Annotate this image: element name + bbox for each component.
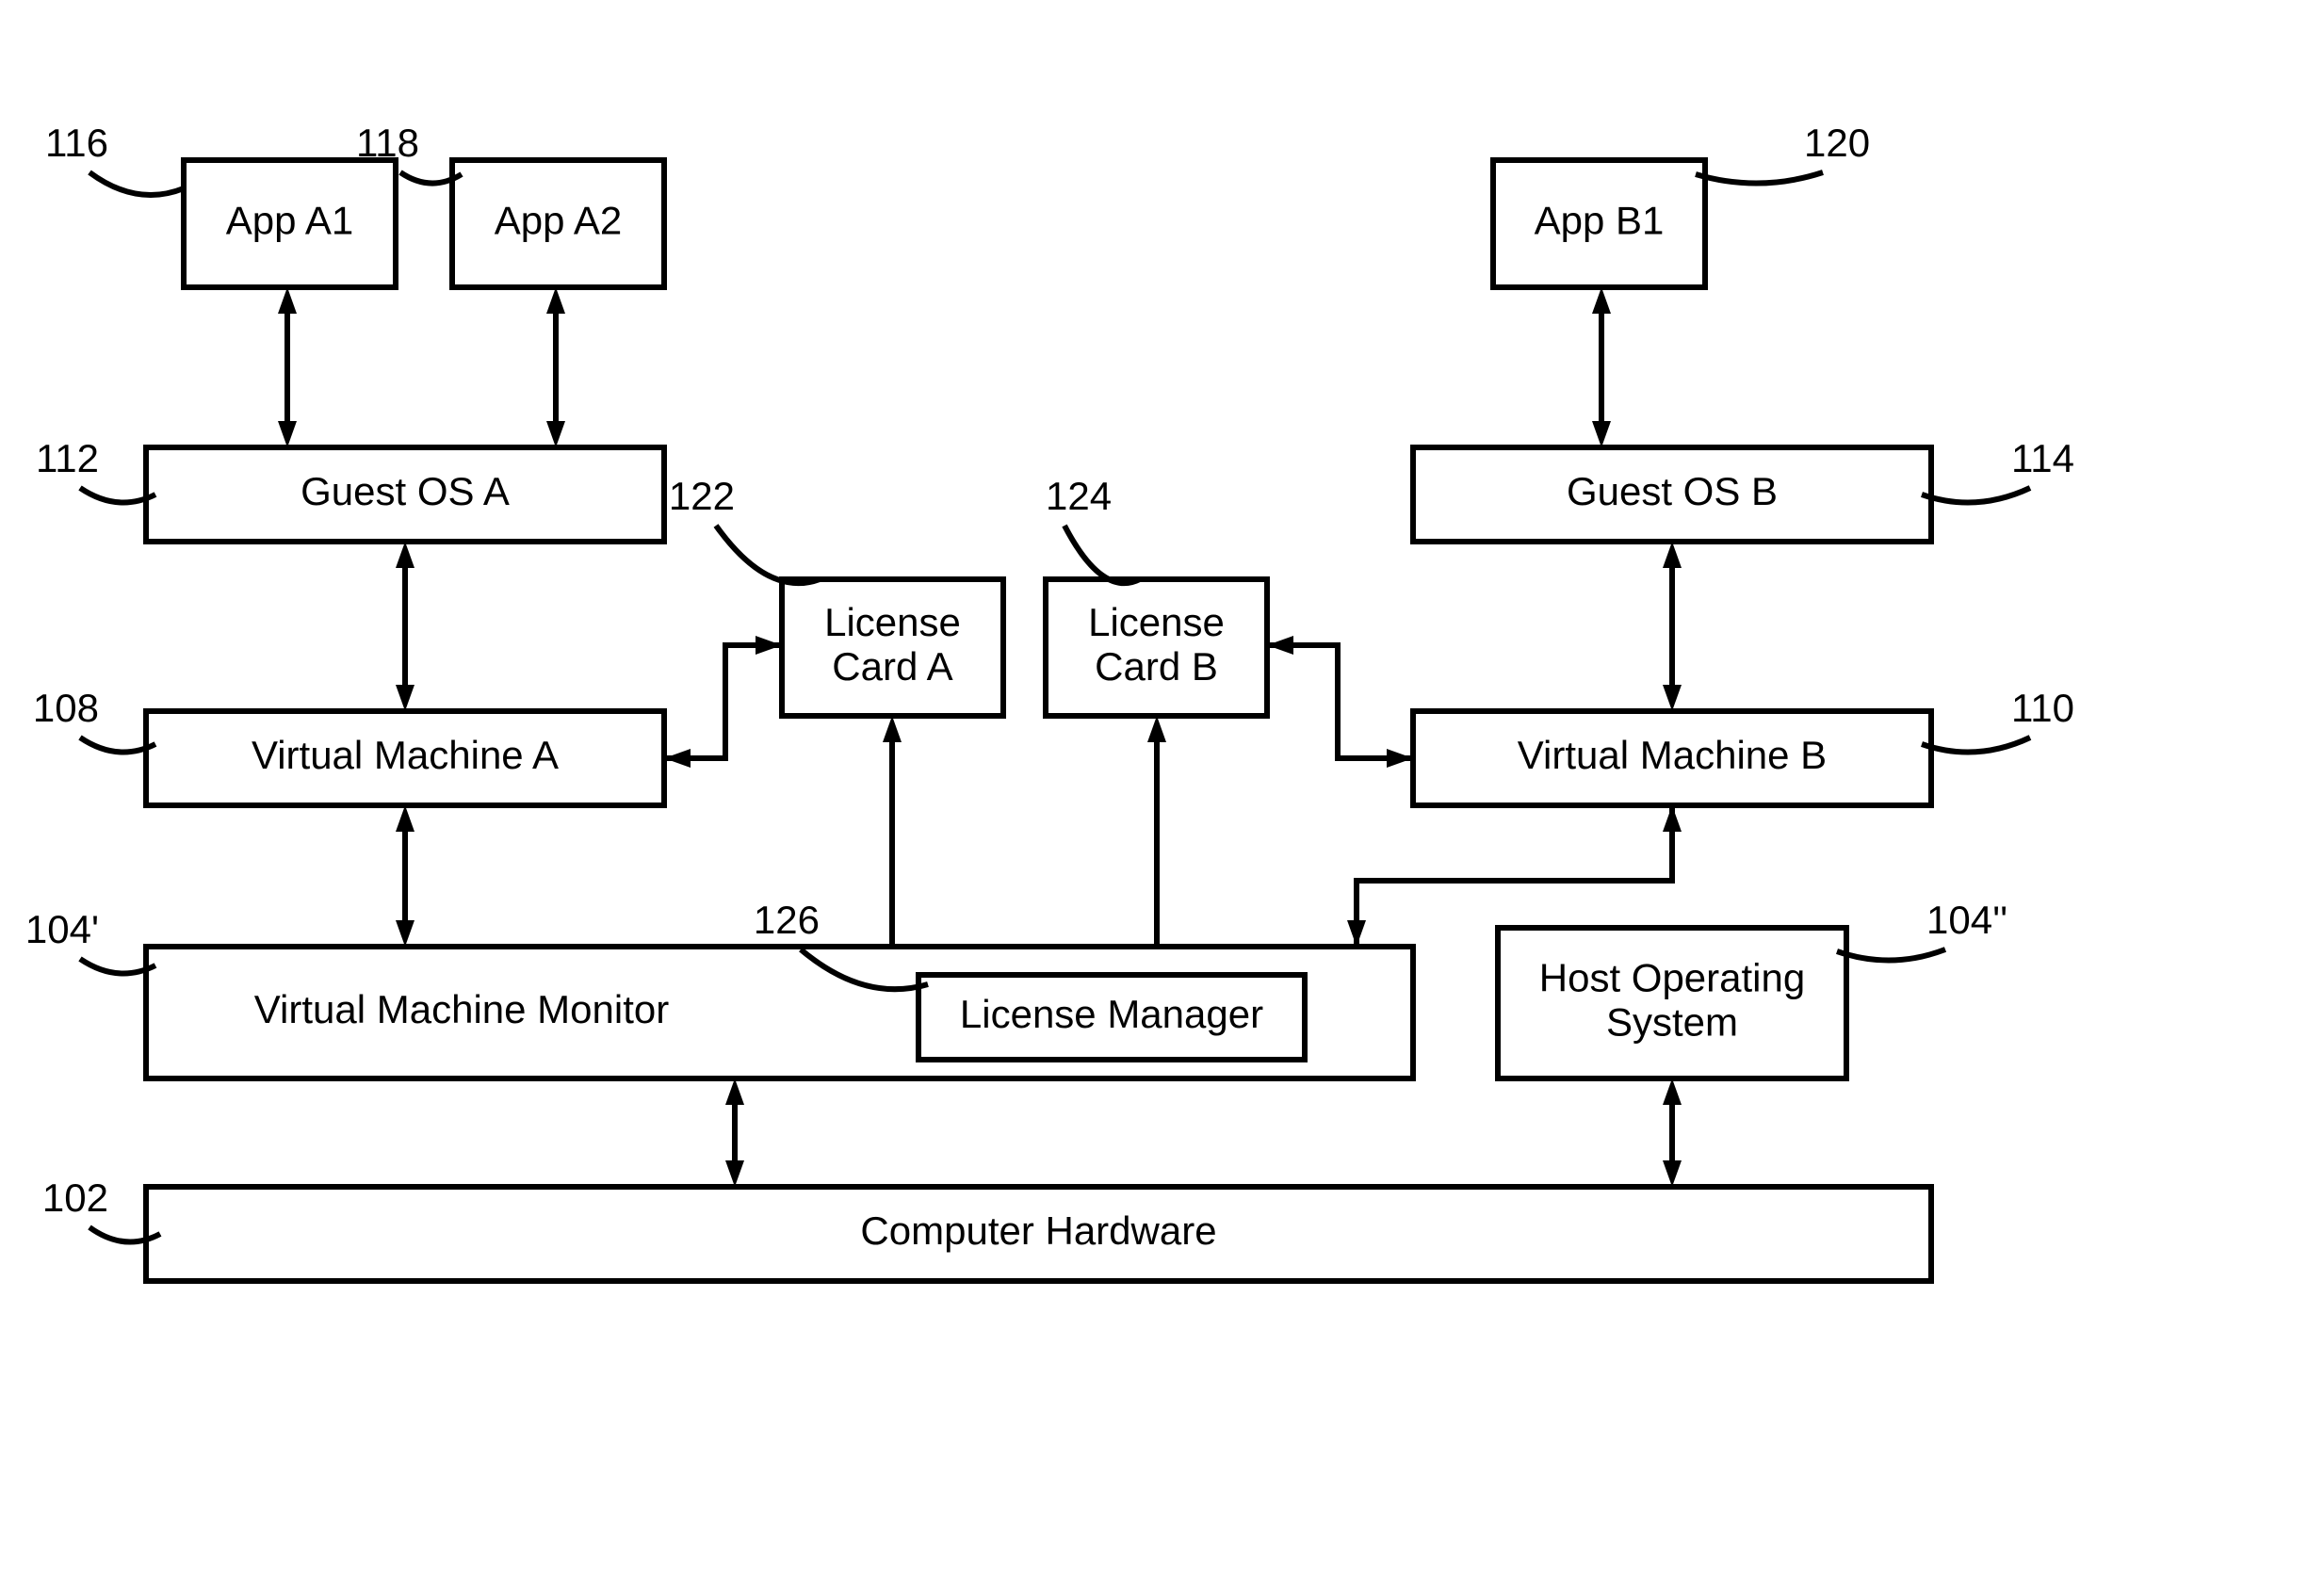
diagram-canvas: App A1 App A2 App B1 Guest OS A Guest OS B Li… xyxy=(0,0,2324,1589)
ref-label: 120 xyxy=(1804,121,1870,165)
arrowhead xyxy=(1663,542,1682,568)
arrowhead xyxy=(1663,685,1682,711)
arrowhead xyxy=(546,421,565,447)
arrowhead xyxy=(278,421,297,447)
node-license-card-b-label: Card B xyxy=(1095,644,1218,689)
arrowhead xyxy=(1387,749,1413,768)
node-virtual-machine-a-label: Virtual Machine A xyxy=(252,733,559,777)
ref-hook xyxy=(1696,172,1823,184)
ref-label: 118 xyxy=(356,121,419,165)
ref-hook xyxy=(1837,949,1945,961)
node-guest-os-b-label: Guest OS B xyxy=(1567,469,1778,513)
arrowhead xyxy=(396,805,414,832)
arrowhead xyxy=(396,542,414,568)
node-virtual-machine-b-label: Virtual Machine B xyxy=(1518,733,1827,777)
arrowhead xyxy=(396,920,414,947)
node-license-card-a-label: Card A xyxy=(832,644,952,689)
arrowhead xyxy=(1663,1160,1682,1187)
arrowhead xyxy=(1663,805,1682,832)
ref-label: 108 xyxy=(33,686,99,730)
ref-label: 104'' xyxy=(1926,898,2007,942)
ref-hook xyxy=(1922,488,2030,503)
node-host-operating-system-label: System xyxy=(1606,1000,1738,1045)
arrowhead xyxy=(664,749,691,768)
node-app-b1-label: App B1 xyxy=(1535,199,1665,243)
arrowhead xyxy=(396,685,414,711)
arrowhead xyxy=(725,1078,744,1105)
arrowhead xyxy=(1147,716,1166,742)
node-license-card-b-label: License xyxy=(1088,600,1225,644)
arrowhead xyxy=(1592,421,1611,447)
node-guest-os-a-label: Guest OS A xyxy=(301,469,510,513)
ref-label: 116 xyxy=(45,121,108,165)
arrowhead xyxy=(725,1160,744,1187)
ref-hook xyxy=(1064,526,1140,583)
connector xyxy=(664,645,782,758)
ref-label: 114 xyxy=(2011,436,2074,480)
ref-label: 124 xyxy=(1046,474,1112,518)
arrowhead xyxy=(1663,1078,1682,1105)
node-license-manager-label: License Manager xyxy=(960,992,1263,1036)
node-app-a2-label: App A2 xyxy=(495,199,622,243)
ref-hook xyxy=(1922,738,2030,753)
node-vmm-label: Virtual Machine Monitor xyxy=(254,987,669,1031)
arrowhead xyxy=(883,716,902,742)
ref-label: 126 xyxy=(754,898,820,942)
ref-label: 110 xyxy=(2011,686,2074,730)
ref-label: 102 xyxy=(42,1176,108,1220)
node-license-card-a-label: License xyxy=(824,600,961,644)
arrowhead xyxy=(1347,920,1366,947)
ref-hook xyxy=(716,526,820,583)
arrowhead xyxy=(546,287,565,314)
arrowhead xyxy=(1267,636,1293,655)
connector xyxy=(1267,645,1413,758)
arrowhead xyxy=(756,636,782,655)
ref-label: 104' xyxy=(25,907,99,951)
ref-hook xyxy=(89,172,184,195)
node-host-operating-system-label: Host Operating xyxy=(1539,956,1805,1000)
node-computer-hardware-label: Computer Hardware xyxy=(860,1208,1216,1253)
arrowhead xyxy=(278,287,297,314)
node-app-a1-label: App A1 xyxy=(226,199,353,243)
ref-label: 122 xyxy=(669,474,735,518)
arrowhead xyxy=(1592,287,1611,314)
ref-label: 112 xyxy=(36,436,99,480)
